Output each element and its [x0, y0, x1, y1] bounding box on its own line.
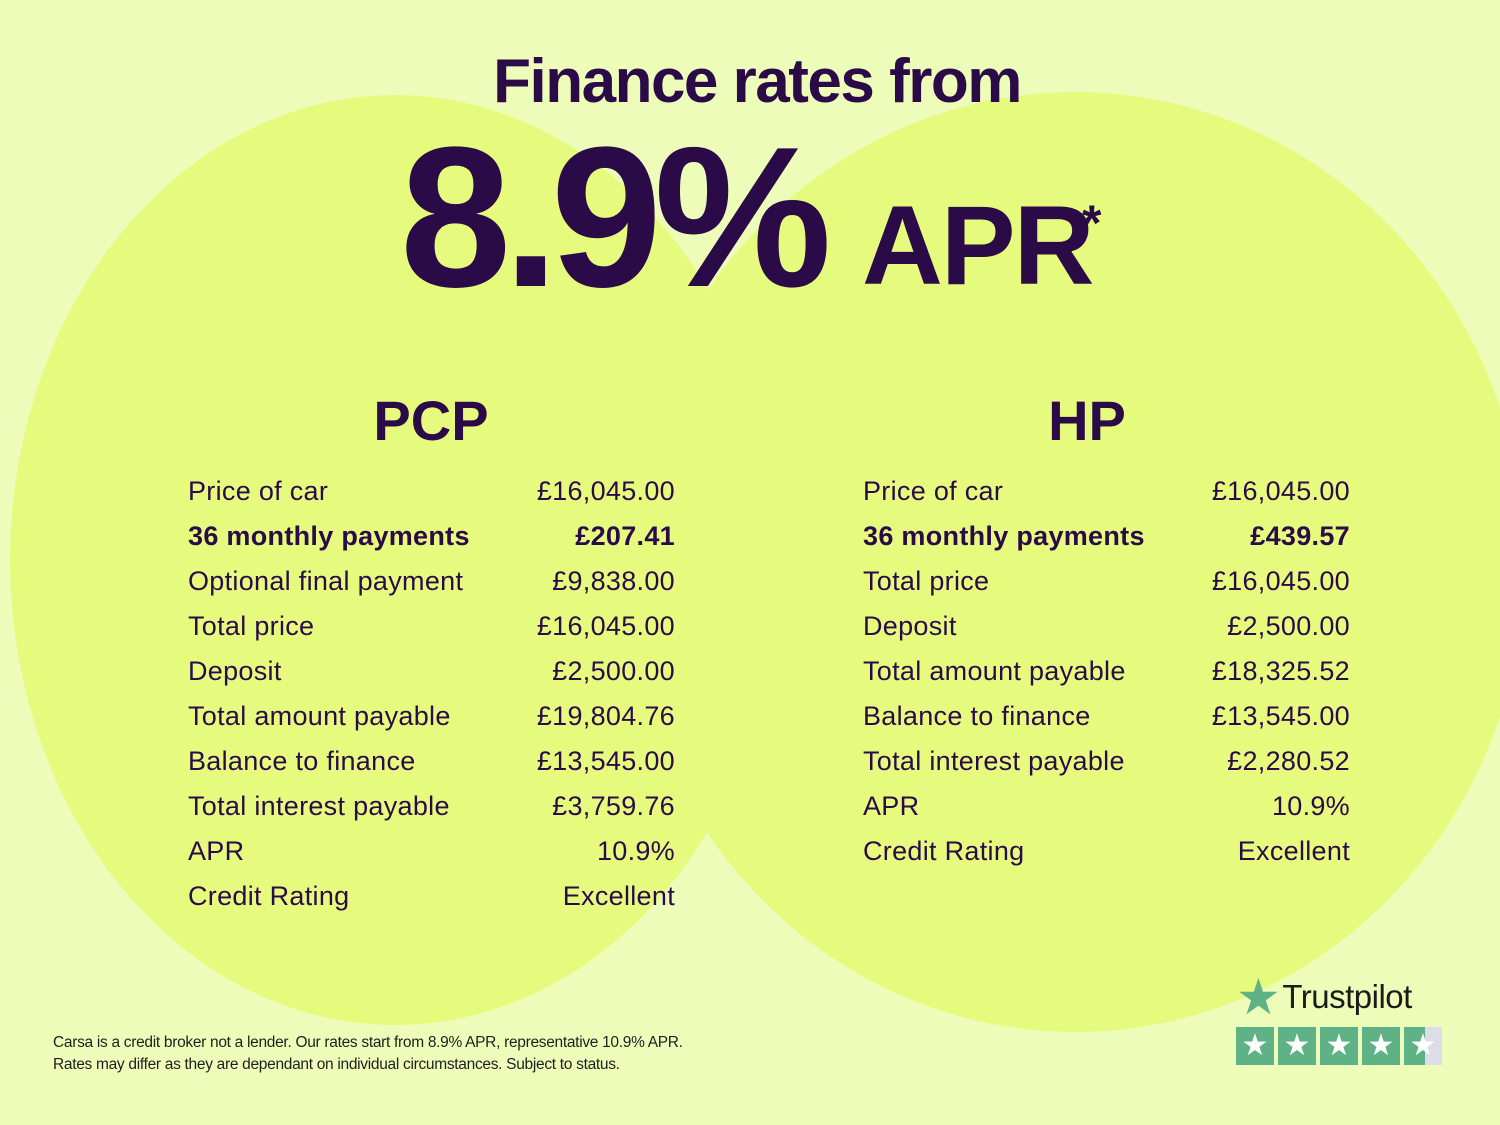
table-row: APR 10.9% [863, 788, 1350, 833]
row-value: £207.41 [575, 521, 675, 551]
row-label: Total interest payable [188, 791, 450, 821]
table-row: Total amount payable £18,325.52 [863, 653, 1350, 698]
row-label: Price of car [863, 476, 1004, 506]
rating-star-icon: ★ [1404, 1027, 1442, 1065]
table-row: Total interest payable £3,759.76 [188, 788, 675, 833]
right-circle-decoration [625, 92, 1500, 1032]
table-row: 36 monthly payments £207.41 [188, 518, 675, 563]
hero-title: Finance rates from [493, 47, 1022, 116]
row-value: £19,804.76 [536, 701, 675, 731]
table-row: Credit Rating Excellent [188, 878, 675, 923]
hero-rate: 8.9% [400, 106, 832, 329]
row-label: Optional final payment [188, 566, 464, 596]
row-label: Balance to finance [863, 701, 1091, 731]
table-row: Balance to finance £13,545.00 [863, 698, 1350, 743]
row-value: £13,545.00 [536, 746, 675, 776]
row-value: Excellent [562, 881, 675, 911]
row-label: Total interest payable [863, 746, 1125, 776]
table-row: Total amount payable £19,804.76 [188, 698, 675, 743]
hero-apr: APR [862, 183, 1094, 308]
trustpilot-logo: ★ Trustpilot [1236, 969, 1446, 1025]
row-value: £16,045.00 [536, 611, 675, 641]
row-value: £2,500.00 [1227, 611, 1350, 641]
row-value: £18,325.52 [1211, 656, 1350, 686]
row-label: Credit Rating [863, 836, 1025, 866]
table-row: Credit Rating Excellent [863, 833, 1350, 878]
row-value: £2,280.52 [1227, 746, 1350, 776]
disclaimer-line-2: Rates may differ as they are dependant o… [53, 1056, 620, 1073]
row-label: Deposit [863, 611, 957, 641]
row-label: Total amount payable [863, 656, 1126, 686]
table-row: 36 monthly payments £439.57 [863, 518, 1350, 563]
trustpilot-badge[interactable]: ★ Trustpilot ★ ★ ★ ★ ★ [1236, 969, 1446, 1065]
rating-star-icon: ★ [1320, 1027, 1358, 1065]
rating-star-icon: ★ [1278, 1027, 1316, 1065]
row-value: £16,045.00 [1211, 476, 1350, 506]
row-label: Price of car [188, 476, 329, 506]
row-label: APR [863, 791, 920, 821]
row-value: £439.57 [1250, 521, 1350, 551]
row-value: 10.9% [1271, 791, 1350, 821]
pcp-heading: PCP [373, 389, 489, 452]
table-row: Deposit £2,500.00 [863, 608, 1350, 653]
rating-star-icon: ★ [1236, 1027, 1274, 1065]
rating-star-icon: ★ [1362, 1027, 1400, 1065]
hp-table: Price of car £16,045.00 36 monthly payment… [863, 473, 1350, 878]
star-icon: ★ [1236, 969, 1281, 1025]
table-row: Price of car £16,045.00 [188, 473, 675, 518]
table-row: Balance to finance £13,545.00 [188, 743, 675, 788]
row-value: £16,045.00 [536, 476, 675, 506]
row-label: Total price [188, 611, 315, 641]
table-row: Optional final payment £9,838.00 [188, 563, 675, 608]
hero-asterisk: * [1082, 195, 1102, 251]
row-value: 10.9% [596, 836, 675, 866]
trustpilot-rating: ★ ★ ★ ★ ★ [1236, 1027, 1446, 1065]
table-row: Total price £16,045.00 [863, 563, 1350, 608]
row-label: 36 monthly payments [188, 521, 470, 551]
table-row: Total price £16,045.00 [188, 608, 675, 653]
row-value: £13,545.00 [1211, 701, 1350, 731]
row-label: Deposit [188, 656, 282, 686]
row-value: £2,500.00 [552, 656, 675, 686]
row-label: Balance to finance [188, 746, 416, 776]
disclaimer-line-1: Carsa is a credit broker not a lender. O… [53, 1034, 683, 1051]
table-row: Total interest payable £2,280.52 [863, 743, 1350, 788]
trustpilot-name: Trustpilot [1282, 978, 1412, 1015]
disclaimer: Carsa is a credit broker not a lender. O… [53, 1032, 683, 1076]
row-value: Excellent [1237, 836, 1350, 866]
hp-heading: HP [1048, 389, 1126, 452]
row-label: Total amount payable [188, 701, 451, 731]
row-value: £16,045.00 [1211, 566, 1350, 596]
pcp-table: Price of car £16,045.00 36 monthly payment… [188, 473, 675, 923]
table-row: Price of car £16,045.00 [863, 473, 1350, 518]
row-value: £3,759.76 [552, 791, 675, 821]
row-label: APR [188, 836, 245, 866]
row-value: £9,838.00 [552, 566, 675, 596]
row-label: Total price [863, 566, 990, 596]
table-row: APR 10.9% [188, 833, 675, 878]
row-label: 36 monthly payments [863, 521, 1145, 551]
table-row: Deposit £2,500.00 [188, 653, 675, 698]
row-label: Credit Rating [188, 881, 350, 911]
